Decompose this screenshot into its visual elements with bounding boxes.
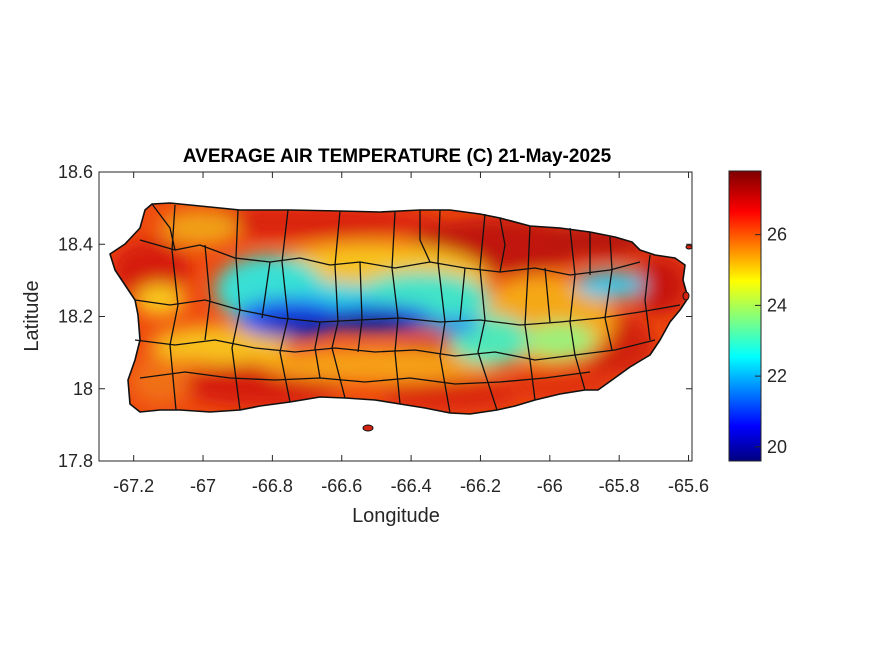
colorbar-gradient [728,170,762,462]
islet [685,244,693,250]
y-axis: 18.6 18.4 18.2 18 17.8 [58,162,692,471]
y-tick-label: 18 [73,379,93,399]
x-tick-label: -66.6 [321,476,362,496]
islet [682,291,690,301]
x-axis: -67.2 -67 -66.8 -66.6 -66.4 -66.2 -66 -65.8 -65.… [113,172,709,496]
offshore-islands [362,244,693,432]
colorbar-ticks: 20 22 24 26 [755,225,787,457]
colorbar-tick-label: 24 [767,295,787,315]
x-tick-label: -66.2 [460,476,501,496]
x-tick-label: -67 [190,476,216,496]
island-outline [109,202,689,415]
y-tick-label: 18.2 [58,307,93,327]
colorbar-tick-label: 20 [767,437,787,457]
municipality-borders [109,202,689,415]
temperature-heatmap [110,203,688,414]
islet [362,424,374,432]
y-tick-label: 17.8 [58,451,93,471]
y-axis-label: Latitude [21,280,43,351]
x-tick-label: -66.4 [391,476,432,496]
x-tick-label: -65.6 [668,476,709,496]
x-tick-label: -67.2 [113,476,154,496]
x-tick-label: -66.8 [252,476,293,496]
colorbar-tick-label: 26 [767,225,787,245]
colorbar: 20 22 24 26 [728,170,787,462]
y-tick-label: 18.4 [58,234,93,254]
x-tick-label: -65.8 [599,476,640,496]
x-axis-label: Longitude [352,505,440,527]
colorbar-tick-label: 22 [767,366,787,386]
y-tick-label: 18.6 [58,162,93,182]
map-title: AVERAGE AIR TEMPERATURE (C) 21-May-2025 [183,146,612,167]
x-tick-label: -66 [537,476,563,496]
